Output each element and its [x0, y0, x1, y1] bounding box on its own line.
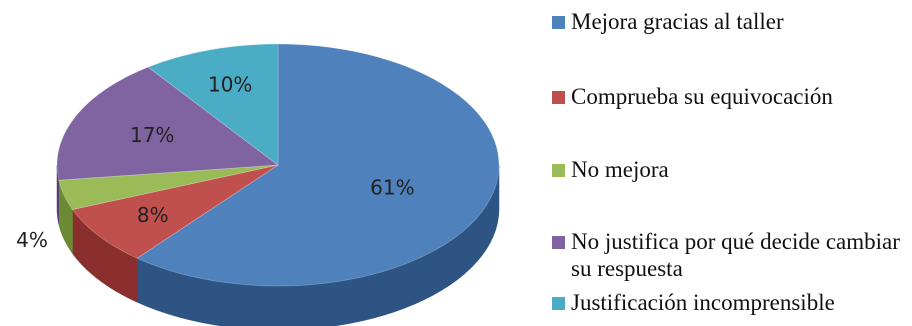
pie-tops: [56, 43, 500, 287]
data-label: 4%: [16, 228, 48, 252]
data-label: 10%: [208, 72, 252, 96]
pie-slice: [58, 164, 279, 210]
pie-chart: 61% 8% 4% 17% 10%: [16, 43, 500, 326]
legend-swatch: [552, 91, 565, 104]
pie-slice: [71, 164, 279, 259]
legend-swatch: [552, 164, 565, 177]
pie-slice: [136, 43, 500, 287]
pie-slice: [147, 43, 279, 166]
legend-label: Comprueba su equivocación: [571, 84, 833, 109]
pie-data-labels: 61% 8% 4% 17% 10%: [16, 72, 414, 252]
data-label: 8%: [137, 203, 169, 227]
legend-swatch: [552, 297, 565, 310]
legend-item-no-justifica: No justifica por qué decide cambiar su r…: [552, 228, 911, 282]
legend-label: Justificación incomprensible: [571, 290, 835, 315]
legend-label: No mejora: [571, 157, 669, 182]
data-label: 61%: [370, 176, 414, 200]
legend-item-mejora: Mejora gracias al taller: [552, 8, 911, 35]
legend-label: Mejora gracias al taller: [571, 9, 784, 34]
legend-swatch: [552, 16, 565, 29]
legend-label: No justifica por qué decide cambiar su r…: [571, 229, 900, 281]
data-label: 17%: [130, 123, 174, 147]
pie-slice: [56, 66, 280, 181]
pie-sides: [56, 164, 500, 326]
legend-item-no-mejora: No mejora: [552, 156, 911, 183]
legend-swatch: [552, 236, 565, 249]
legend-item-comprueba: Comprueba su equivocación: [552, 83, 911, 110]
chart-legend: Mejora gracias al taller Comprueba su eq…: [552, 0, 912, 326]
legend-item-incomprensible: Justificación incomprensible: [552, 289, 911, 316]
